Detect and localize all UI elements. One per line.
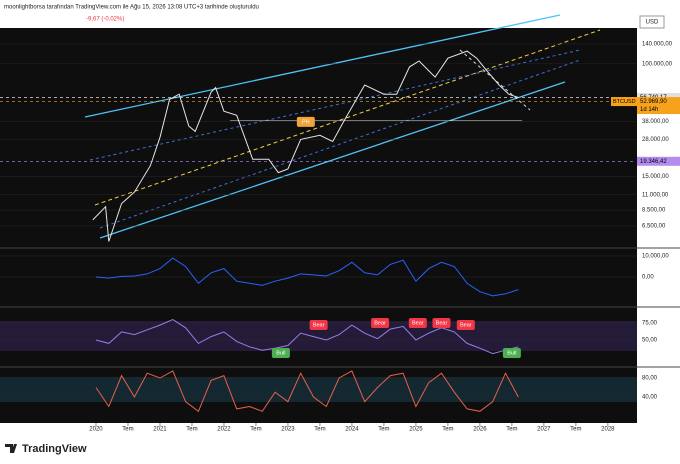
channel-line [99,81,566,239]
currency-box[interactable] [639,15,665,29]
price-countdown: 1d 14h [640,107,658,113]
y-tick-label: 80,00 [642,376,658,382]
x-tick-label: 2023 [281,427,295,433]
x-tick-label: 2027 [537,427,551,433]
annotation-label: Bull [276,350,285,356]
logo-icon [5,444,17,453]
series-line [92,50,519,242]
annotation-label: PH [302,119,310,125]
y-tick-label: 28.000,00 [642,137,669,143]
currency: USD [646,20,659,26]
channel-line [84,14,561,118]
x-tick-label: 2026 [473,427,487,433]
annotation-tag [432,318,451,329]
x-tick-label: 2022 [217,427,231,433]
x-tick-label: Tem [378,427,389,433]
y-tick-label: 50,00 [642,338,658,344]
x-tick-label: Tem [506,427,517,433]
x-tick-label: 2024 [345,427,359,433]
y-tick-label: 140.000,00 [642,41,673,47]
annotation-tag [271,347,290,358]
symbol: BTCUSD · 1H · Binance [6,17,73,23]
price-tag-label: 19.346,42 [640,159,667,165]
x-tick-label: 2021 [153,427,167,433]
y-tick-label: 10.000,00 [642,254,669,260]
x-tick-label: Tem [250,427,261,433]
y-tick-label: 11.000,00 [642,192,669,198]
annotation-label: Bear [436,320,448,326]
attribution: moonlightborsa tarafından TradingView.co… [4,5,259,11]
annotation-tag [502,347,521,358]
y-tick-label: 8.500,00 [642,208,666,214]
price-tag-label: 52.969,90 [640,99,667,105]
annotation-tag [296,116,315,127]
x-tick-label: 2028 [601,427,615,433]
change: -9,67 (-0,02%) [86,17,124,23]
y-tick-label: 100.000,00 [642,61,673,67]
series-line [95,319,519,355]
symbol-tag [611,97,637,107]
series-line [95,370,519,413]
annotation-label: Bear [313,323,325,329]
x-tick-label: Tem [570,427,581,433]
x-tick-label: Tem [186,427,197,433]
annotation-label: Bull [507,350,516,356]
x-tick-label: Tem [122,427,133,433]
y-tick-label: 40,00 [642,395,658,401]
plot: 140.000,00 100.000,00 38.000,00 28.000,00 15… [0,41,680,433]
channel-quarter [99,59,581,229]
y-tick-label: 0,00 [642,275,654,281]
x-tick-label: 2020 [89,427,103,433]
y-tick-label: 38.000,00 [642,119,669,125]
annotation-tag [456,320,475,331]
symbol-tag-label: BTCUSD [613,99,636,105]
annotation-label: Bear [412,320,424,326]
annotation-label: Bear [374,320,386,326]
price-tag [637,156,680,166]
series-line [95,257,519,297]
annotation-tag [408,318,427,329]
y-tick-label: 75,00 [642,321,658,327]
x-tick-label: 2025 [409,427,423,433]
stoch-band [0,377,637,402]
y-tick-label: 15.000,00 [642,174,669,180]
annotation-label: Bear [460,323,472,329]
price-tag [637,97,680,115]
x-tick-label: Tem [442,427,453,433]
y-tick-label: 6.500,00 [642,224,666,230]
logo: TradingView [22,443,87,455]
x-tick-label: Tem [314,427,325,433]
annotation-tag [309,320,328,331]
channel-mid [94,29,601,206]
annotation-tag [371,318,390,329]
